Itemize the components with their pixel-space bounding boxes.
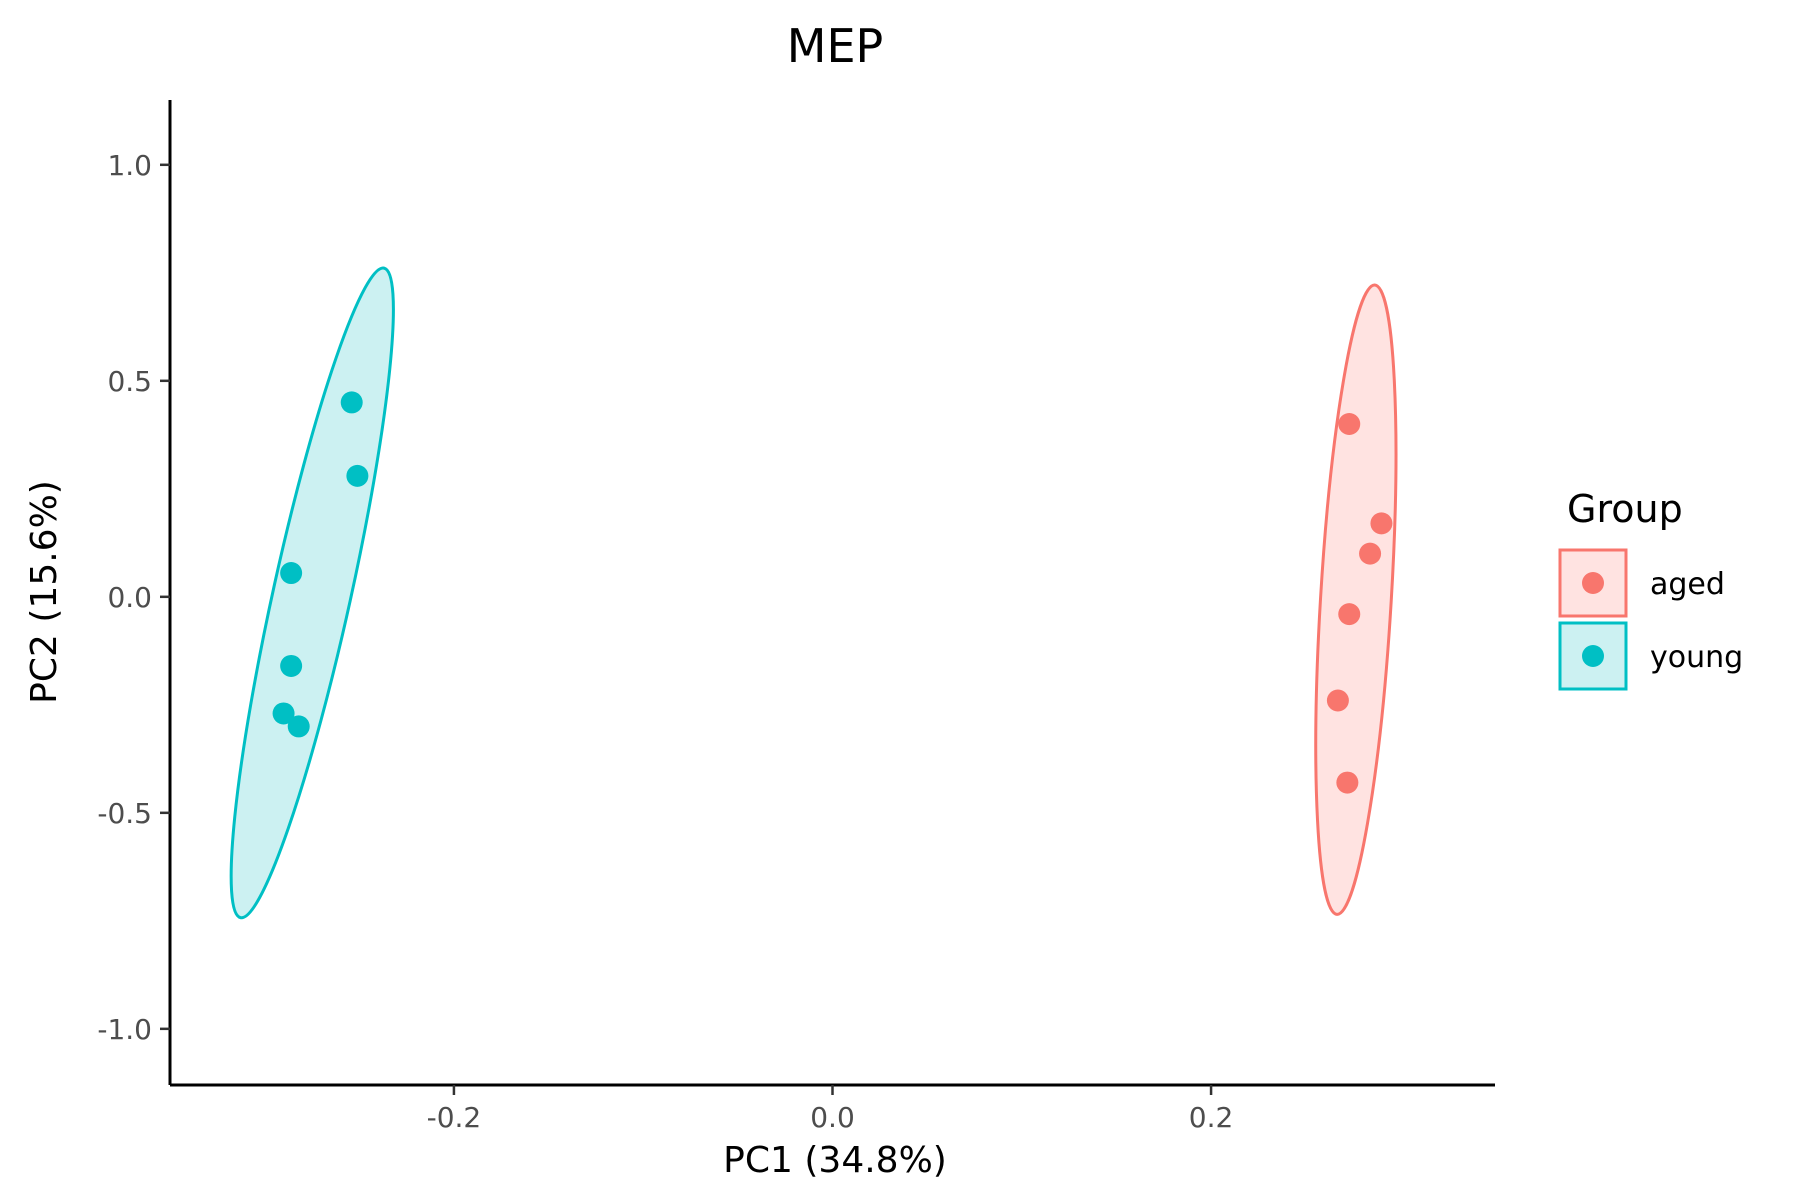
ellipse-young (229, 266, 395, 920)
legend: Group aged young (1558, 487, 1743, 691)
point-young (280, 562, 303, 585)
legend-label-young: young (1650, 640, 1743, 675)
x-tick-label: 0.0 (810, 1101, 855, 1134)
x-axis-title: PC1 (34.8%) (723, 1140, 947, 1181)
axes: -1.0 -0.5 0.0 0.5 1.0 -0.2 0.0 0.2 (97, 100, 1495, 1134)
y-tick-label: -1.0 (97, 1013, 152, 1046)
legend-title: Group (1567, 487, 1683, 531)
y-tick-label: 0.0 (107, 581, 152, 614)
point-aged (1338, 603, 1361, 626)
y-tick-label: -0.5 (97, 797, 152, 830)
point-young (287, 715, 310, 738)
legend-key-young (1558, 621, 1628, 691)
point-aged (1370, 512, 1393, 535)
confidence-ellipses (229, 266, 1398, 920)
point-aged (1359, 542, 1382, 565)
x-tick-label: 0.2 (1189, 1101, 1234, 1134)
ellipse-aged (1314, 283, 1398, 916)
point-young (346, 464, 369, 487)
legend-point-young (1582, 645, 1604, 667)
y-tick-label: 0.5 (107, 365, 152, 398)
y-axis-title: PC2 (15.6%) (24, 480, 65, 704)
legend-label-aged: aged (1650, 567, 1725, 602)
point-aged (1336, 771, 1359, 794)
point-young (280, 654, 303, 677)
point-young (340, 391, 363, 414)
legend-point-aged (1582, 572, 1604, 594)
data-points (272, 391, 1393, 794)
chart-title: MEP (787, 19, 884, 73)
point-young (272, 702, 295, 725)
y-tick-label: 1.0 (107, 149, 152, 182)
point-aged (1326, 689, 1349, 712)
x-tick-label: -0.2 (427, 1101, 482, 1134)
point-aged (1338, 413, 1361, 436)
